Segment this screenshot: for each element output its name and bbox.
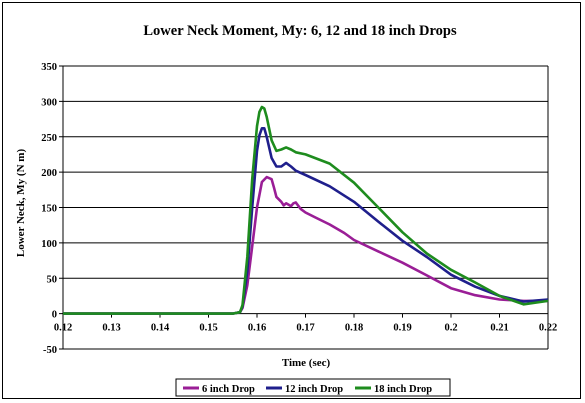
x-tick-label: 0.14 bbox=[151, 323, 170, 334]
y-tick-label: 0 bbox=[52, 310, 57, 321]
y-tick-label: 300 bbox=[41, 97, 57, 108]
legend: 6 inch Drop 12 inch Drop 18 inch Drop bbox=[175, 378, 451, 397]
y-tick-label: 200 bbox=[41, 168, 57, 179]
legend-label-0: 6 inch Drop bbox=[202, 384, 255, 395]
x-tick-label: 0.16 bbox=[248, 323, 266, 334]
x-tick-label: 0.15 bbox=[199, 323, 217, 334]
y-tick-label: 150 bbox=[41, 204, 57, 215]
y-tick-labels: -50 0 50 100 150 200 250 300 350 bbox=[41, 62, 57, 356]
x-tick-label: 0.22 bbox=[539, 323, 557, 334]
x-tick-label: 0.18 bbox=[345, 323, 363, 334]
legend-box bbox=[175, 378, 451, 397]
x-tick-label: 0.17 bbox=[296, 323, 314, 334]
y-tick-label: 100 bbox=[41, 239, 57, 250]
x-tick-label: 0.13 bbox=[102, 323, 120, 334]
x-axis-label: Time (sec) bbox=[282, 357, 331, 369]
chart-svg: Lower Neck Moment, My: 6, 12 and 18 inch… bbox=[15, 23, 557, 397]
x-tick-label: 0.12 bbox=[54, 323, 72, 334]
x-tick-labels: 0.12 0.13 0.14 0.15 0.16 0.17 0.18 0.19 0.2 0.21 0… bbox=[54, 323, 557, 334]
axes bbox=[59, 65, 549, 350]
y-axis-label: Lower Neck, My (N m) bbox=[15, 149, 27, 258]
y-tick-label: 50 bbox=[47, 274, 58, 285]
legend-label-1: 12 inch Drop bbox=[285, 384, 343, 395]
y-tick-label: 350 bbox=[41, 62, 57, 73]
chart-frame: Lower Neck Moment, My: 6, 12 and 18 inch… bbox=[2, 2, 581, 399]
series-line-2 bbox=[63, 105, 549, 315]
series-line-1 bbox=[63, 127, 549, 315]
series-line-0 bbox=[63, 175, 548, 315]
y-tick-label: 250 bbox=[41, 133, 57, 144]
legend-label-2: 18 inch Drop bbox=[374, 384, 432, 395]
x-tick-label: 0.19 bbox=[393, 323, 411, 334]
series-lines bbox=[63, 105, 549, 315]
chart-title: Lower Neck Moment, My: 6, 12 and 18 inch… bbox=[143, 23, 457, 39]
x-tick-label: 0.21 bbox=[490, 323, 508, 334]
y-tick-label: -50 bbox=[43, 345, 57, 356]
x-tick-label: 0.2 bbox=[444, 323, 457, 334]
